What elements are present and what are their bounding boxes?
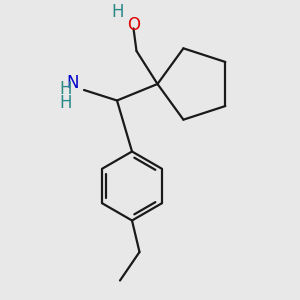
Text: H: H <box>59 94 72 112</box>
Text: H: H <box>59 80 72 98</box>
Text: N: N <box>66 74 79 92</box>
Text: H: H <box>112 3 124 21</box>
Text: O: O <box>127 16 140 34</box>
